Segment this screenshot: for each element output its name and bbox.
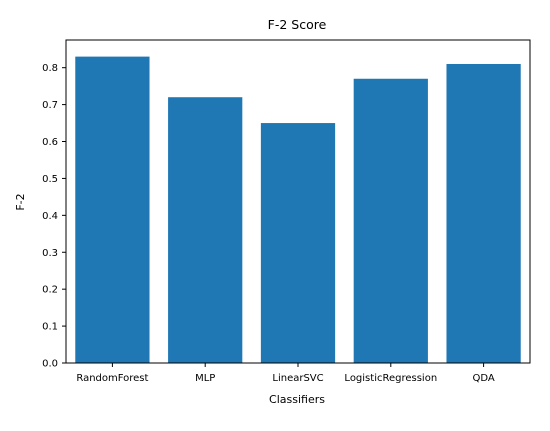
bar-mlp: [168, 97, 243, 363]
bar-randomforest: [75, 56, 150, 364]
x-tick-label-logisticregression: LogisticRegression: [344, 373, 437, 384]
x-tick-label-qda: QDA: [472, 373, 494, 384]
y-tick-label-4: 0.4: [42, 211, 58, 222]
plot-area: 0.0 0.1 0.2 0.3 0.4 0.5 0.6 0.7 0.8 RandomForest…: [42, 39, 531, 384]
y-tick-label-3: 0.3: [42, 248, 58, 259]
bar-linearsvc: [260, 123, 336, 363]
x-axis-label: Classifiers: [269, 393, 325, 406]
y-tick-label-2: 0.2: [42, 285, 58, 296]
x-tick-label-mlp: MLP: [195, 373, 215, 384]
x-tick-label-randomforest: RandomForest: [76, 373, 148, 384]
plot-frame: [65, 39, 531, 364]
y-tick-label-5: 0.5: [42, 174, 58, 185]
x-axis: RandomForest MLP LinearSVC LogisticRegressi…: [76, 363, 495, 384]
y-tick-label-1: 0.1: [42, 322, 58, 333]
y-tick-label-8: 0.8: [42, 63, 58, 74]
y-axis: 0.0 0.1 0.2 0.3 0.4 0.5 0.6 0.7 0.8: [42, 63, 66, 370]
y-axis-label: F-2: [14, 193, 27, 210]
bar-qda: [446, 63, 521, 364]
chart-title: F-2 Score: [268, 17, 327, 32]
y-tick-label-6: 0.6: [42, 137, 58, 148]
y-tick-label-7: 0.7: [42, 100, 58, 111]
x-tick-label-linearsvc: LinearSVC: [272, 373, 323, 384]
bars-group: [75, 56, 521, 364]
bar-logisticregression: [353, 78, 428, 363]
y-tick-label-0: 0.0: [42, 359, 58, 370]
